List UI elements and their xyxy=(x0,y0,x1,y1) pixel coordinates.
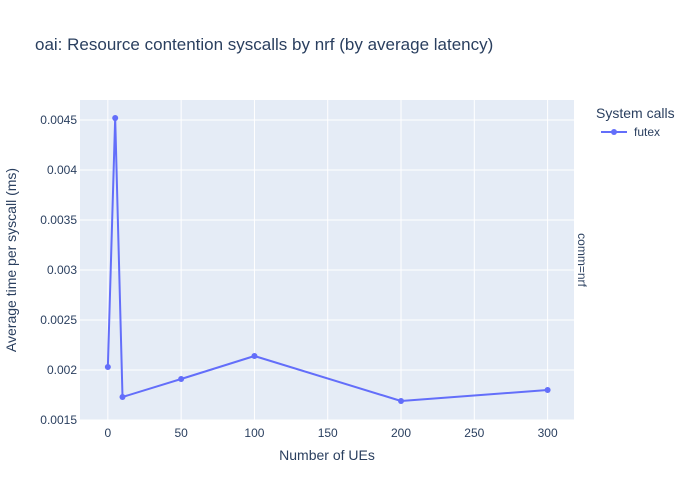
y-tick-labels: 0.0015 0.002 0.0025 0.003 0.0035 0.004 0.0045 xyxy=(40,113,77,427)
legend-marker-futex xyxy=(611,129,617,135)
data-point-futex-2 xyxy=(119,394,126,400)
plot-area xyxy=(80,100,574,420)
y-tick-label: 0.0035 xyxy=(40,213,77,227)
x-tick-label: 200 xyxy=(391,426,411,440)
x-tick-label: 300 xyxy=(538,426,558,440)
chart-title: oai: Resource contention syscalls by nrf… xyxy=(35,35,493,54)
data-point-futex-1 xyxy=(112,115,119,121)
legend-title: System calls xyxy=(596,105,675,121)
x-tick-label: 0 xyxy=(105,426,112,440)
data-point-futex-6 xyxy=(544,387,551,393)
x-tick-label: 50 xyxy=(174,426,188,440)
x-axis-title: Number of UEs xyxy=(279,447,375,463)
series-group xyxy=(104,115,551,404)
x-tick-label: 100 xyxy=(244,426,264,440)
y-tick-label: 0.0045 xyxy=(40,113,77,127)
data-point-futex-3 xyxy=(178,376,185,382)
y-tick-label: 0.004 xyxy=(47,163,77,177)
data-point-futex-0 xyxy=(104,364,111,370)
y-axis-title: Average time per syscall (ms) xyxy=(3,168,19,352)
y-tick-label: 0.002 xyxy=(47,363,77,377)
grid-lines xyxy=(80,100,574,421)
data-point-futex-4 xyxy=(251,353,258,359)
facet-label: comm=nrf xyxy=(575,233,589,287)
y-tick-label: 0.0025 xyxy=(40,313,77,327)
data-point-futex-5 xyxy=(398,398,405,404)
legend-label-futex: futex xyxy=(634,125,660,139)
legend: System calls futex xyxy=(596,105,675,139)
y-tick-label: 0.003 xyxy=(47,263,77,277)
y-tick-label: 0.0015 xyxy=(40,413,77,427)
x-tick-label: 250 xyxy=(464,426,484,440)
x-tick-label: 150 xyxy=(318,426,338,440)
x-tick-labels: 0 50 100 150 200 250 300 xyxy=(105,426,558,440)
